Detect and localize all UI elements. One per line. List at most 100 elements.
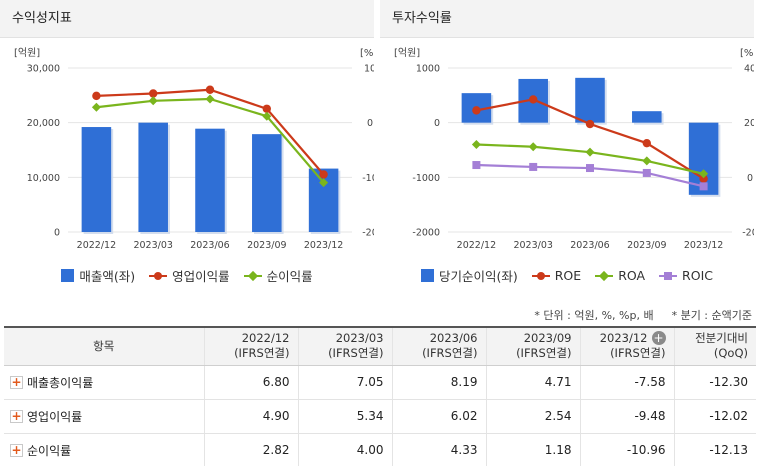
bar: [575, 77, 605, 123]
series-point: [319, 178, 329, 188]
legend-label: ROE: [554, 268, 582, 283]
legend-item[interactable]: ROIC: [659, 266, 713, 285]
right-axis-unit: [%]: [360, 48, 374, 59]
legend-label: ROA: [618, 268, 646, 283]
legend-item[interactable]: 순이익률: [243, 266, 313, 285]
basis-text: * 분기 : 순액기준: [671, 309, 752, 322]
period-header: 2023/03 (IFRS연결): [297, 326, 392, 366]
value-cell: 7.05: [297, 365, 392, 400]
legend-item[interactable]: ROA: [595, 266, 645, 285]
value-cell: 4.33: [391, 433, 486, 466]
x-tick-label: 2022/12: [457, 240, 496, 251]
legend-item[interactable]: 영업이익률: [149, 266, 230, 285]
series-point: [319, 170, 328, 179]
series-point: [262, 111, 272, 121]
series-point: [471, 140, 481, 150]
value-cell: 4.00: [297, 433, 392, 466]
legend-label: 순이익률: [266, 269, 313, 284]
bar: [81, 127, 112, 232]
legend-label: ROIC: [682, 268, 713, 283]
period-header: 2023/09 (IFRS연결): [485, 326, 580, 366]
x-tick-label: 2023/03: [133, 240, 172, 251]
expand-period-icon[interactable]: +: [651, 331, 666, 346]
left-tick-label: 20,000: [27, 118, 60, 129]
bar: [195, 128, 225, 232]
legend-item[interactable]: 매출액(좌): [61, 266, 135, 285]
value-cell: 6.02: [391, 399, 486, 434]
x-tick-label: 2023/12: [304, 240, 343, 251]
right-tick-label: 20: [744, 118, 754, 129]
right-axis-unit: [%]: [740, 48, 754, 59]
left-tick-label: 0: [434, 118, 440, 129]
expand-row-icon[interactable]: +: [10, 408, 23, 423]
unit-note: * 단위 : 억원, %, %p, 배 * 분기 : 순액기준: [534, 307, 752, 323]
right-tick-label: 0: [367, 118, 373, 129]
square-marker-icon: [664, 271, 673, 280]
profitability-table: 항목 2022/12 (IFRS연결) 2023/03 (IFRS연결) 2023/…: [4, 326, 756, 466]
row-label-cell[interactable]: + 매출총이익률: [4, 365, 204, 400]
table-row: + 매출총이익률 6.80 7.05 8.19 4.71 -7.58 -12.30: [4, 365, 756, 400]
legend-box-swatch: [420, 269, 434, 282]
series-point: [529, 95, 538, 104]
series-point: [92, 91, 101, 101]
profitability-chart: [억원] [%] 0 10,000 20,000 30,000 -20 -10 0 10 2022/…: [14, 47, 374, 251]
value-cell: 2.54: [485, 399, 580, 434]
x-tick-label: 2023/12: [684, 240, 723, 251]
value-cell: 8.19: [391, 365, 486, 400]
left-axis-unit: [억원]: [14, 47, 40, 59]
table-header-row: 항목 2022/12 (IFRS연결) 2023/03 (IFRS연결) 2023/…: [4, 326, 756, 366]
bar: [632, 111, 662, 123]
left-tick-label: -2000: [412, 228, 440, 239]
profitability-panel: 수익성지표 [억원] [%] 0 10,000 20,000 30,000 -20 -10 0 1…: [0, 0, 374, 292]
series-point: [642, 168, 651, 177]
x-tick-label: 2023/06: [190, 240, 229, 251]
profitability-legend: 매출액(좌) 영업이익률 순이익률: [0, 266, 374, 285]
period-header: 2023/12 + (IFRS연결): [579, 326, 674, 366]
right-tick-label: 40: [744, 64, 754, 75]
legend-item[interactable]: ROE: [531, 266, 582, 285]
value-cell: 1.18: [485, 433, 580, 466]
x-tick-label: 2023/03: [513, 240, 552, 251]
series-point: [699, 174, 708, 183]
series-point: [586, 164, 594, 173]
left-tick-label: 30,000: [27, 64, 60, 75]
qoq-header: 전분기대비 (QoQ): [673, 326, 756, 366]
right-tick-label: -20: [742, 228, 754, 239]
series-point: [205, 94, 215, 104]
series-point: [529, 162, 538, 171]
legend-line-swatch: [659, 270, 678, 282]
diamond-marker-icon: [247, 270, 258, 281]
legend-line-swatch: [595, 270, 614, 282]
circle-marker-icon: [154, 271, 163, 280]
series-point: [585, 119, 595, 129]
diamond-marker-icon: [599, 270, 610, 281]
expand-row-icon[interactable]: +: [10, 442, 23, 457]
series-point: [472, 106, 481, 115]
bar: [252, 134, 282, 232]
series-point: [148, 96, 158, 106]
legend-label: 영업이익률: [172, 269, 230, 284]
row-label-cell[interactable]: + 순이익률: [4, 433, 204, 466]
legend-item[interactable]: 당기순이익(좌): [420, 266, 518, 285]
investment-return-chart: [억원] [%] -2000 -1000 0 1000 -20 0 20 40 2022/12 202…: [394, 47, 754, 251]
series-point: [528, 142, 538, 152]
unit-text: * 단위 : 억원, %, %p, 배: [534, 309, 654, 322]
right-tick-label: 10: [364, 64, 374, 75]
left-tick-label: 0: [54, 228, 60, 239]
table-row: + 영업이익률 4.90 5.34 6.02 2.54 -9.48 -12.02: [4, 399, 756, 434]
value-cell: 4.71: [485, 365, 580, 400]
x-tick-label: 2023/09: [627, 240, 666, 251]
series-point: [149, 89, 158, 98]
expand-row-icon[interactable]: +: [10, 374, 23, 389]
series-point: [585, 147, 595, 157]
legend-label: 매출액(좌): [79, 269, 136, 284]
series-point: [699, 182, 708, 191]
item-header: 항목: [4, 326, 204, 366]
qoq-cell: -12.30: [673, 365, 756, 400]
legend-label: 당기순이익(좌): [438, 269, 518, 284]
value-cell: -7.58: [579, 365, 674, 400]
period-header: 2022/12 (IFRS연결): [203, 326, 298, 366]
legend-box-swatch: [61, 269, 75, 282]
row-label-cell[interactable]: + 영업이익률: [4, 399, 204, 434]
value-cell: 2.82: [203, 433, 298, 466]
